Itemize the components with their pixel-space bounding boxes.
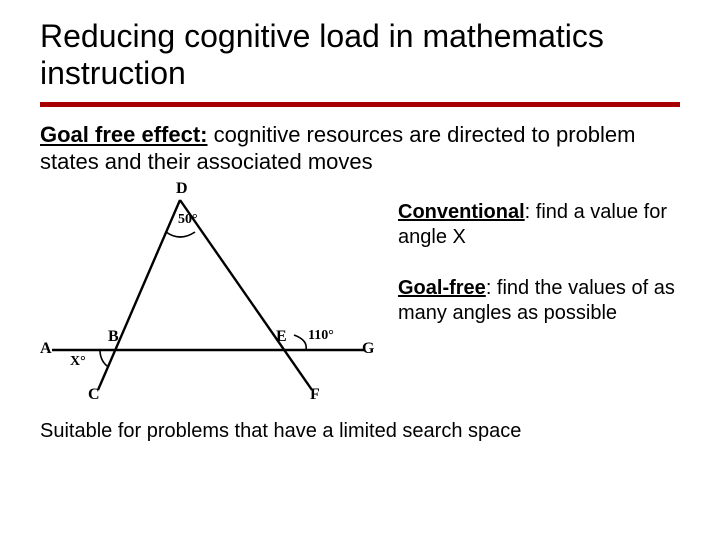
label-c: C — [88, 386, 100, 404]
angle-e: 110° — [308, 328, 334, 344]
label-d: D — [176, 180, 188, 198]
right-text: Conventional: find a value for angle X G… — [398, 182, 680, 352]
label-f: F — [310, 386, 320, 404]
label-e: E — [276, 328, 287, 346]
label-g: G — [362, 340, 374, 358]
angle-x: X° — [70, 354, 86, 370]
triangle-diagram: D 50° A B E 110° G X° C F — [40, 182, 380, 412]
title-rule — [40, 102, 680, 107]
goalfree-label: Goal-free — [398, 277, 486, 299]
lead-paragraph: Goal free effect: cognitive resources ar… — [40, 121, 680, 176]
conventional-block: Conventional: find a value for angle X — [398, 200, 680, 250]
label-a: A — [40, 340, 52, 358]
lead-term: Goal free effect: — [40, 122, 208, 147]
slide-title: Reducing cognitive load in mathematics i… — [40, 18, 680, 92]
diagram-svg — [40, 182, 380, 412]
slide: Reducing cognitive load in mathematics i… — [0, 0, 720, 540]
goalfree-block: Goal-free: find the values of as many an… — [398, 276, 680, 326]
angle-d: 50° — [178, 212, 198, 228]
label-b: B — [108, 328, 119, 346]
content-row: D 50° A B E 110° G X° C F Conventional: … — [40, 182, 680, 412]
footer-text: Suitable for problems that have a limite… — [40, 420, 680, 443]
conventional-label: Conventional — [398, 201, 525, 223]
